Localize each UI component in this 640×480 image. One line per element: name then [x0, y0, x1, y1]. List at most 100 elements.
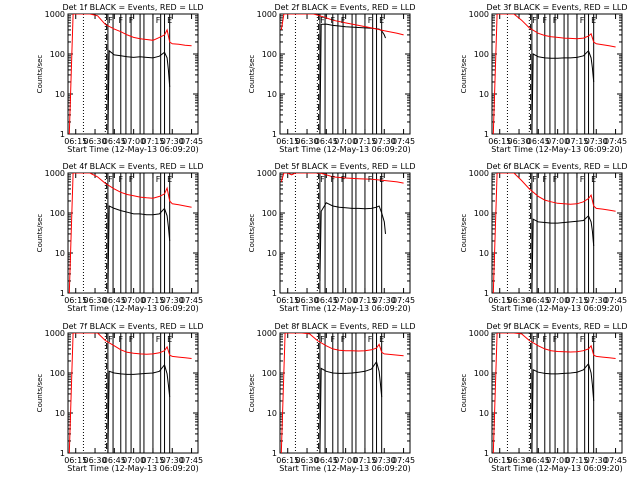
x-tick-label: 06:45: [103, 137, 126, 146]
x-tick-label: 07:15: [353, 456, 376, 465]
y-tick-label: 1000: [469, 329, 489, 338]
x-tick-label: 06:45: [315, 137, 338, 146]
marker-label: F: [320, 175, 325, 184]
plot-area: [68, 333, 192, 453]
y-axis-label: Counts/sec: [248, 374, 256, 413]
lld-series-line: [68, 14, 192, 134]
x-tick-label: 07:00: [334, 137, 357, 146]
marker-label: E: [167, 335, 172, 344]
x-tick-label: 07:30: [373, 456, 396, 465]
x-tick-label: 07:00: [334, 456, 357, 465]
x-tick-label: 07:45: [180, 296, 203, 305]
marker-label: F: [108, 16, 113, 25]
events-series-line: [319, 202, 386, 282]
y-tick-label: 100: [50, 209, 65, 218]
x-tick-label: 07:00: [122, 137, 145, 146]
marker-label: F: [341, 175, 346, 184]
y-tick-label: 100: [50, 369, 65, 378]
x-tick-label: 07:00: [122, 296, 145, 305]
y-axis-label: Counts/sec: [460, 214, 468, 253]
x-tick-label: 06:30: [295, 137, 318, 146]
y-tick-label: 10: [479, 249, 489, 258]
marker-label: E: [591, 175, 596, 184]
y-tick-label: 10: [55, 90, 65, 99]
y-tick-label: 1000: [257, 169, 277, 178]
x-tick-label: 07:30: [161, 137, 184, 146]
y-tick-label: 10: [55, 249, 65, 258]
y-tick-label: 10: [479, 90, 489, 99]
plot-frame: [491, 332, 623, 454]
x-tick-label: 06:15: [488, 296, 511, 305]
x-tick-label: 07:30: [161, 456, 184, 465]
x-tick-label: 06:30: [507, 456, 530, 465]
marker-label: F: [368, 335, 373, 344]
marker-label: F: [118, 16, 123, 25]
chart-panel: Det 7f BLACK = Events, RED = LLD Counts/s…: [36, 322, 204, 473]
y-tick-label: 100: [262, 369, 277, 378]
x-tick-label: 06:30: [507, 137, 530, 146]
x-tick-label: 06:30: [83, 137, 106, 146]
y-tick-label: 1: [60, 130, 65, 139]
x-tick-label: 06:15: [276, 456, 299, 465]
plot-area: [492, 173, 616, 293]
y-tick-label: 1000: [469, 10, 489, 19]
chart-panel: Det 3f BLACK = Events, RED = LLD Counts/s…: [460, 3, 628, 154]
plot-frame: [491, 172, 623, 294]
x-tick-label: 07:15: [141, 296, 164, 305]
y-tick-label: 10: [267, 249, 277, 258]
lld-series-line: [492, 14, 616, 134]
marker-label: E: [379, 175, 384, 184]
plot-area: [68, 14, 192, 134]
plot-area: [492, 333, 616, 453]
x-tick-label: 07:15: [565, 296, 588, 305]
x-tick-label: 06:30: [83, 456, 106, 465]
marker-label: E: [167, 16, 172, 25]
events-series-line: [319, 360, 383, 453]
marker-label: F: [330, 335, 335, 344]
marker-label: F: [156, 16, 161, 25]
x-tick-label: 07:30: [161, 296, 184, 305]
x-tick-label: 07:15: [353, 296, 376, 305]
x-tick-label: 07:30: [373, 296, 396, 305]
plot-frame: [491, 13, 623, 135]
x-tick-label: 07:00: [546, 456, 569, 465]
marker-label: F: [580, 335, 585, 344]
events-series-line: [319, 23, 386, 134]
plot-area: [492, 14, 616, 134]
y-tick-label: 100: [474, 209, 489, 218]
y-tick-label: 1: [272, 289, 277, 298]
marker-label: F: [341, 16, 346, 25]
y-tick-label: 10: [267, 90, 277, 99]
x-tick-label: 06:45: [527, 296, 550, 305]
x-tick-label: 06:30: [83, 296, 106, 305]
x-tick-label: 07:15: [565, 137, 588, 146]
x-tick-label: 06:15: [64, 456, 87, 465]
plot-frame: [279, 172, 411, 294]
y-tick-label: 100: [262, 50, 277, 59]
x-tick-label: 07:45: [604, 137, 627, 146]
marker-label: F: [320, 335, 325, 344]
x-tick-label: 06:45: [103, 296, 126, 305]
x-tick-label: 07:45: [392, 137, 415, 146]
marker-label: F: [553, 175, 558, 184]
x-tick-label: 06:45: [527, 137, 550, 146]
y-axis-label: Counts/sec: [36, 55, 44, 94]
x-axis-label: Start Time (12-May-13 06:09:20): [491, 304, 622, 313]
x-tick-label: 07:30: [585, 137, 608, 146]
marker-label: F: [156, 335, 161, 344]
chart-panel: Det 9f BLACK = Events, RED = LLD Counts/s…: [460, 322, 628, 473]
marker-label: F: [553, 16, 558, 25]
events-series-line: [531, 214, 595, 293]
marker-label: F: [368, 175, 373, 184]
chart-title: Det 7f BLACK = Events, RED = LLD: [62, 322, 203, 331]
marker-label: F: [341, 335, 346, 344]
x-tick-label: 06:15: [64, 296, 87, 305]
x-tick-label: 06:30: [295, 296, 318, 305]
lld-series-line: [492, 333, 616, 453]
x-tick-label: 07:00: [334, 296, 357, 305]
chart-title: Det 2f BLACK = Events, RED = LLD: [274, 3, 415, 12]
chart-panel: Det 8f BLACK = Events, RED = LLD Counts/s…: [248, 322, 416, 473]
plot-frame: [67, 172, 199, 294]
marker-label: F: [320, 16, 325, 25]
marker-label: F: [532, 175, 537, 184]
